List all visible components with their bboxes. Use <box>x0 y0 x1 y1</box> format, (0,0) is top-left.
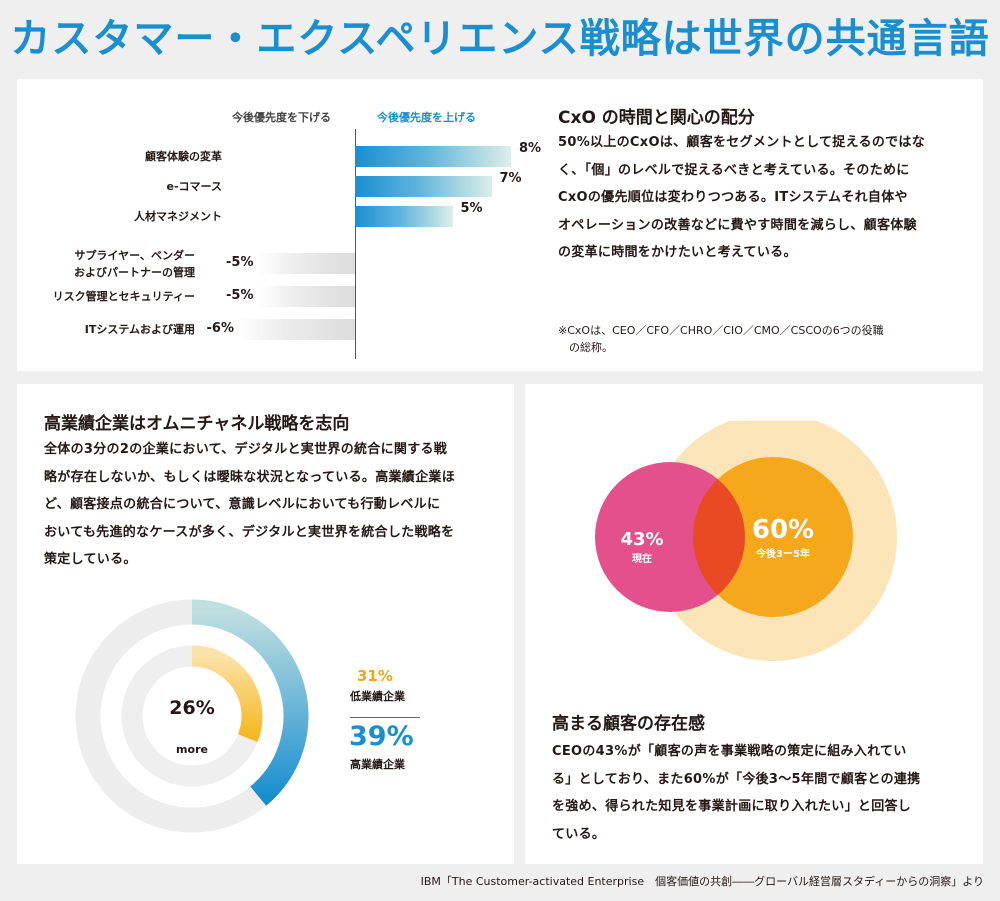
venn-future-value: 60% <box>752 515 814 545</box>
bar-value-label: 7% <box>499 171 522 186</box>
source-credit: IBM「The Customer-activated Enterprise 個客… <box>420 875 984 888</box>
bar-category-label: 顧客体験の変革 <box>145 150 222 163</box>
text-line: CEOの43%が「顧客の声を事業戦略の策定に組み入れてい <box>552 744 907 759</box>
cxo-panel: 今後優先度を下げる 今後優先度を上げる 顧客体験の変革 8% e-コマース 7% 人材マ… <box>17 79 983 371</box>
presence-body: CEOの43%が「顧客の声を事業戦略の策定に組み入れてい る」としており、また6… <box>552 738 972 848</box>
note-line: の総称。 <box>569 341 613 354</box>
page-title: カスタマー・エクスペリエンス戦略は世界の共通言語 <box>10 15 990 62</box>
text-line: オペレーションの改善などに費やす時間を減らし、顧客体験 <box>558 217 917 233</box>
omni-heading: 高業績企業はオムニチャネル戦略を志向 <box>44 414 350 434</box>
ceo-venn-chart: 43% 現在 60% 今後3ー5年 <box>595 421 897 661</box>
bar-header-increase: 今後優先度を上げる <box>377 111 476 124</box>
bar-chart-axis <box>355 129 356 359</box>
legend-low-value: 31% <box>357 667 393 685</box>
bar-category-label: e-コマース <box>166 180 222 193</box>
bar-category-label: リスク管理とセキュリティー <box>52 290 195 303</box>
venn-now-label: 現在 <box>632 552 652 565</box>
venn-now-value: 43% <box>620 529 663 550</box>
text-line: おいても先進的なケースが多く、デジタルと実世界を統合した戦略を <box>44 524 455 540</box>
legend-high-value: 39% <box>349 721 414 752</box>
bar-category-label: サプライヤー、ベンダー およびパートナーの管理 <box>74 248 195 279</box>
cxo-heading: CxO の時間と関心の配分 <box>558 108 755 128</box>
presence-panel: 43% 現在 60% 今後3ー5年 高まる顧客の存在感 CEOの43%が「顧客の声を事… <box>525 384 983 864</box>
bar <box>355 206 453 227</box>
bar-value-label: 8% <box>519 141 542 156</box>
bar-category-label: ITシステムおよび運用 <box>84 323 195 336</box>
bar <box>238 319 355 340</box>
bar-category-label: 人材マネジメント <box>134 210 222 223</box>
cxo-body: 50%以上のCxOは、顧客をセグメントとして捉えるのではな く、「個」のレベルで… <box>558 129 968 267</box>
bar-header-decrease: 今後優先度を下げる <box>232 111 331 124</box>
legend-divider <box>350 717 420 718</box>
venn-future-label: 今後3ー5年 <box>755 547 810 560</box>
text-line: の変革に時間をかけたいと考えている。 <box>558 245 797 260</box>
text-line: 策定している。 <box>44 552 137 567</box>
legend-high-label: 高業績企業 <box>350 758 405 771</box>
bar <box>355 146 511 167</box>
bar-value-label: -6% <box>206 321 234 336</box>
omni-donut-chart <box>75 599 309 833</box>
bar-value-label: -5% <box>226 255 254 270</box>
text-line: を強め、得られた知見を事業計画に取り入れたい」と回答し <box>552 799 912 814</box>
text-line: ど、顧客接点の統合について、意識レベルにおいても行動レベルに <box>44 497 441 512</box>
text-line: る」としており、また60%が「今後3～5年間で顧客との連携 <box>552 771 921 787</box>
omni-panel: 高業績企業はオムニチャネル戦略を志向 全体の3分の2の企業において、デジタルと実… <box>17 384 514 864</box>
presence-heading: 高まる顧客の存在感 <box>552 714 705 734</box>
text-line: 略が存在しないか、もしくは曖昧な状況となっている。高業績企業ほ <box>44 469 456 485</box>
cxo-footnote: ※CxOは、CEO／CFO／CHRO／CIO／CMO／CSCOの6つの役職 の総… <box>558 322 884 356</box>
donut-low-performer-arc <box>191 645 263 742</box>
note-line: ※CxOは、CEO／CFO／CHRO／CIO／CMO／CSCOの6つの役職 <box>558 324 884 337</box>
donut-center-text: more <box>176 743 208 756</box>
omni-body: 全体の3分の2の企業において、デジタルと実世界の統合に関する戦 略が存在しないか… <box>44 436 504 574</box>
donut-high-performer-arc <box>191 599 309 806</box>
bar-value-label: 5% <box>460 201 483 216</box>
text-line: ている。 <box>552 826 606 842</box>
bar-value-label: -5% <box>226 288 254 303</box>
text-line: 全体の3分の2の企業において、デジタルと実世界の統合に関する戦 <box>44 442 448 457</box>
donut-center-value: 26% <box>169 697 215 719</box>
text-line: く、「個」のレベルで捉えるべきと考えている。そのために <box>558 162 910 178</box>
bar <box>355 176 492 197</box>
bar <box>257 253 355 274</box>
bar <box>257 286 355 307</box>
legend-low-label: 低業績企業 <box>350 690 405 703</box>
venn-overlap <box>693 462 745 612</box>
text-line: 50%以上のCxOは、顧客をセグメントとして捉えるのではな <box>558 135 926 150</box>
text-line: CxOの優先順位は変わりつつある。ITシステムそれ自体や <box>558 190 908 205</box>
